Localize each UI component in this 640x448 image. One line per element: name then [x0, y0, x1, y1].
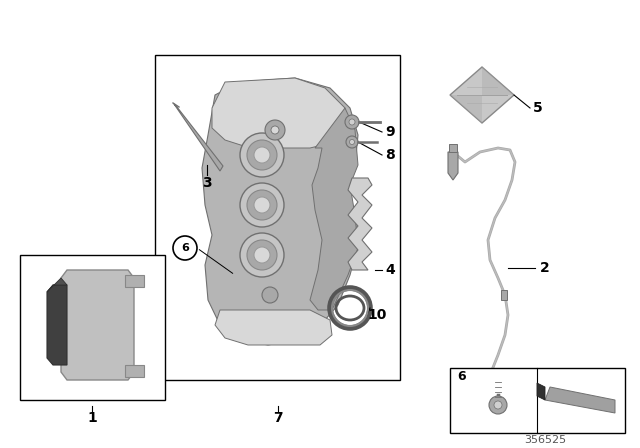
Text: 5: 5	[533, 101, 543, 115]
Bar	[450, 368, 625, 433]
Text: 2: 2	[540, 261, 550, 275]
Circle shape	[247, 140, 277, 170]
Polygon shape	[61, 270, 134, 380]
Polygon shape	[450, 67, 514, 123]
Circle shape	[254, 197, 270, 213]
Polygon shape	[212, 78, 345, 148]
Bar	[20, 255, 165, 400]
Text: 7: 7	[273, 411, 283, 425]
Polygon shape	[537, 383, 545, 400]
Circle shape	[240, 183, 284, 227]
Polygon shape	[545, 387, 615, 413]
Bar	[155, 55, 400, 380]
Polygon shape	[125, 275, 144, 287]
Text: 356525: 356525	[524, 435, 566, 445]
Circle shape	[349, 119, 355, 125]
Polygon shape	[125, 365, 144, 377]
Polygon shape	[47, 285, 67, 365]
Circle shape	[349, 139, 355, 145]
Polygon shape	[174, 104, 223, 171]
Bar	[486, 374, 494, 382]
Circle shape	[254, 147, 270, 163]
Text: 6: 6	[458, 370, 467, 383]
Text: 8: 8	[385, 148, 395, 162]
Circle shape	[254, 247, 270, 263]
Circle shape	[346, 136, 358, 148]
Circle shape	[173, 236, 197, 260]
Polygon shape	[310, 108, 358, 310]
Polygon shape	[450, 95, 482, 123]
Bar	[501, 290, 507, 300]
Circle shape	[494, 401, 502, 409]
Circle shape	[271, 126, 279, 134]
Text: 3: 3	[202, 176, 212, 190]
Polygon shape	[202, 78, 358, 345]
Circle shape	[240, 133, 284, 177]
Text: 4: 4	[385, 263, 395, 277]
Polygon shape	[348, 178, 372, 270]
Polygon shape	[47, 278, 67, 292]
Text: 1: 1	[87, 411, 97, 425]
Circle shape	[247, 240, 277, 270]
Polygon shape	[448, 152, 458, 180]
Circle shape	[265, 120, 285, 140]
Text: 6: 6	[181, 243, 189, 253]
Polygon shape	[482, 67, 514, 95]
Circle shape	[345, 115, 359, 129]
Text: 10: 10	[367, 308, 387, 322]
Text: 9: 9	[385, 125, 395, 139]
Circle shape	[247, 190, 277, 220]
Polygon shape	[215, 310, 332, 345]
Circle shape	[489, 396, 507, 414]
Bar	[449, 144, 457, 152]
Polygon shape	[486, 390, 494, 400]
Circle shape	[262, 287, 278, 303]
Circle shape	[240, 233, 284, 277]
